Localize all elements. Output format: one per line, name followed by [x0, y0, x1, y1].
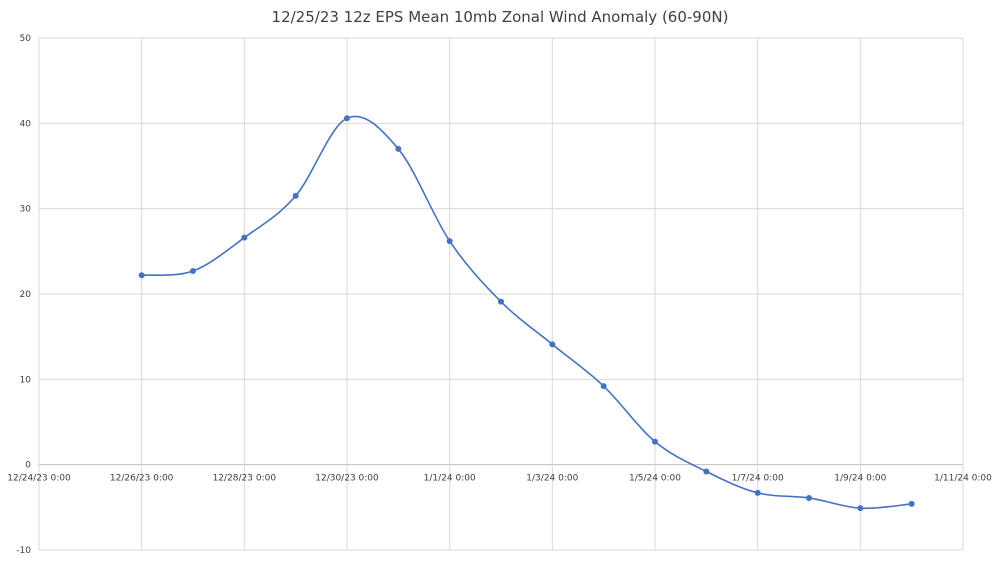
series-layer [138, 115, 915, 512]
chart-title: 12/25/23 12z EPS Mean 10mb Zonal Wind An… [271, 8, 729, 26]
x-tick-label: 1/5/24 0:00 [629, 474, 681, 484]
x-tick-label: 1/3/24 0:00 [526, 474, 578, 484]
x-tick-label: 12/30/23 0:00 [315, 474, 379, 484]
x-tick-label: 1/9/24 0:00 [834, 474, 886, 484]
data-point [908, 500, 915, 507]
data-point [549, 341, 556, 348]
x-tick-label: 1/11/24 0:00 [934, 474, 992, 484]
x-tick-label: 12/26/23 0:00 [110, 474, 174, 484]
y-tick-label: 50 [20, 34, 32, 44]
data-point [754, 489, 761, 496]
x-tick-label: 1/7/24 0:00 [732, 474, 784, 484]
x-tick-label: 12/28/23 0:00 [213, 474, 277, 484]
data-point [600, 383, 607, 390]
data-point [703, 468, 710, 475]
y-tick-label: 40 [20, 119, 32, 129]
data-point [344, 115, 350, 122]
data-point [857, 505, 864, 512]
y-tick-label: 0 [25, 461, 31, 471]
y-tick-label: 20 [20, 290, 32, 300]
data-point [395, 145, 402, 152]
series-line [141, 115, 912, 510]
data-point [241, 234, 248, 241]
data-point [292, 192, 299, 199]
y-tick-labels: 50 40 30 20 10 0 -10 [16, 34, 31, 556]
y-tick-label: -10 [16, 546, 31, 556]
grid-layer [38, 37, 964, 551]
data-point [806, 494, 812, 501]
data-point [652, 438, 658, 445]
x-tick-label: 1/1/24 0:00 [424, 474, 476, 484]
y-tick-label: 30 [20, 205, 32, 215]
y-tick-label: 10 [20, 375, 32, 385]
data-point [190, 267, 196, 274]
x-tick-labels: 12/24/23 0:00 12/26/23 0:00 12/28/23 0:00 1… [7, 474, 992, 484]
data-point [446, 238, 453, 245]
data-point [498, 298, 504, 305]
x-tick-label: 12/24/23 0:00 [7, 474, 71, 484]
data-point [138, 272, 145, 279]
